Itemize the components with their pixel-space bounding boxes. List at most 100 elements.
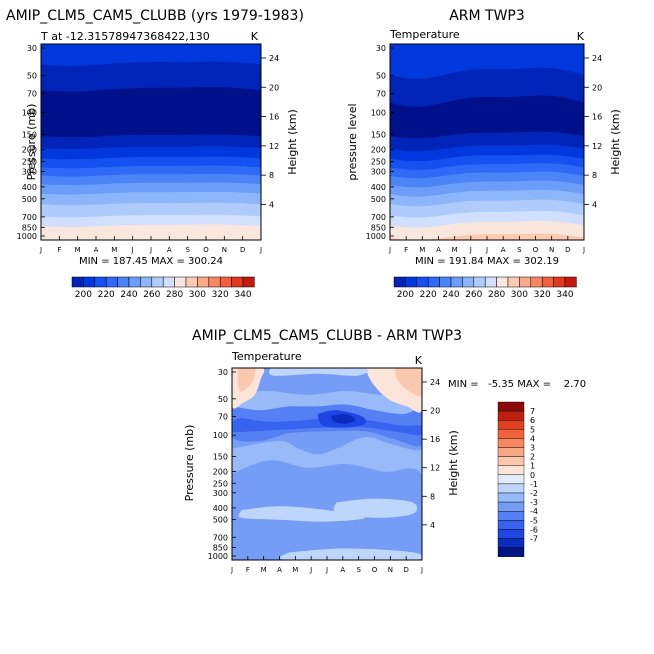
month-tick-label: J xyxy=(39,246,42,254)
height-tick-label: 4 xyxy=(430,521,435,530)
month-tick-label: F xyxy=(57,246,61,254)
pressure-tick-label: 100 xyxy=(22,109,37,118)
height-tick-label: 20 xyxy=(592,83,602,92)
pressure-tick-label: 70 xyxy=(218,412,228,421)
colorbar-swatch xyxy=(473,276,486,288)
panel-diff-height-ticks: 24 20 16 12 8 4 xyxy=(422,378,440,530)
colorbar-swatch xyxy=(71,276,84,288)
month-tick-label: A xyxy=(167,246,172,254)
pressure-tick-label: 100 xyxy=(213,431,228,440)
colorbar-swatch xyxy=(83,276,96,288)
diff-colorbar-swatch xyxy=(497,474,525,485)
diff-colorbar-swatch xyxy=(497,501,525,512)
month-tick-label: M xyxy=(261,566,267,574)
pressure-tick-label: 500 xyxy=(213,516,228,525)
height-tick-label: 16 xyxy=(269,113,279,122)
panel-model: AMIP_CLM5_CAM5_CLUBB (yrs 1979-1983) T a… xyxy=(6,8,304,300)
colorbar-swatch xyxy=(94,276,107,288)
diff-colorbar-label: 5 xyxy=(530,425,535,434)
colorbar-label: 200 xyxy=(397,290,414,300)
diff-colorbar-label: 2 xyxy=(530,453,535,462)
diff-colorbar-label: 7 xyxy=(530,407,535,416)
colorbar-swatch xyxy=(185,276,198,288)
height-tick-label: 20 xyxy=(430,407,440,416)
colorbar-swatch xyxy=(519,276,532,288)
diff-colorbar-swatch xyxy=(497,456,525,466)
pressure-tick-label: 300 xyxy=(22,167,37,176)
month-tick-label: J xyxy=(325,566,328,574)
colorbar-swatch xyxy=(117,276,130,288)
diff-colorbar-swatch xyxy=(497,483,525,494)
colorbar-label: 300 xyxy=(511,290,528,300)
panel-model-y2label: Height (km) xyxy=(286,109,299,175)
month-tick-label: N xyxy=(222,246,227,254)
colorbar-label: 280 xyxy=(488,290,505,300)
colorbar-swatch xyxy=(231,276,244,288)
month-tick-label: D xyxy=(403,566,408,574)
pressure-tick-label: 150 xyxy=(371,130,386,139)
diff-band-cold-4 xyxy=(330,413,356,424)
month-tick-label: A xyxy=(436,246,441,254)
pressure-tick-label: 500 xyxy=(371,195,386,204)
panel-obs-subtitle: Temperature xyxy=(389,28,460,41)
pressure-tick-label: 30 xyxy=(27,44,37,53)
diff-band-warm-left-2 xyxy=(237,368,256,392)
colorbar-swatch xyxy=(174,276,187,288)
diff-colorbar-swatch xyxy=(497,511,525,521)
colorbar-swatch xyxy=(128,276,141,288)
pressure-tick-label: 400 xyxy=(371,183,386,192)
month-tick-label: M xyxy=(419,246,425,254)
panel-model-stats: MIN = 187.45 MAX = 300.24 xyxy=(79,256,223,267)
month-tick-label: O xyxy=(203,246,209,254)
height-tick-label: 12 xyxy=(592,142,602,151)
height-tick-label: 20 xyxy=(269,83,279,92)
month-tick-label: O xyxy=(533,246,539,254)
pressure-tick-label: 150 xyxy=(22,130,37,139)
height-tick-label: 4 xyxy=(592,200,597,209)
diff-colorbar-label: 0 xyxy=(530,471,535,480)
colorbar-swatch xyxy=(162,276,175,288)
month-tick-label: A xyxy=(94,246,99,254)
panel-model-units: K xyxy=(251,30,259,43)
panel-model-subtitle: T at -12.31578947368422,130 xyxy=(40,30,210,43)
diff-colorbar-swatch xyxy=(497,492,525,503)
panel-diff: AMIP_CLM5_CAM5_CLUBB - ARM TWP3 Temperat… xyxy=(183,328,586,574)
pressure-tick-label: 1000 xyxy=(17,232,37,241)
height-tick-label: 4 xyxy=(269,200,274,209)
colorbar-swatch xyxy=(208,276,221,288)
pressure-tick-label: 300 xyxy=(213,489,228,498)
pressure-tick-label: 50 xyxy=(218,395,228,404)
colorbar-swatch xyxy=(393,276,406,288)
diff-band-lower xyxy=(232,460,422,560)
panel-diff-units: K xyxy=(415,354,423,367)
month-tick-label: A xyxy=(501,246,506,254)
pressure-tick-label: 700 xyxy=(22,213,37,222)
diff-colorbar-label: -2 xyxy=(530,489,538,498)
pressure-tick-label: 400 xyxy=(213,504,228,513)
colorbar-swatch xyxy=(105,276,118,288)
diff-colorbar-label: -6 xyxy=(530,525,538,534)
pressure-tick-label: 400 xyxy=(22,183,37,192)
colorbar-label: 200 xyxy=(75,290,92,300)
colorbar-swatch xyxy=(427,276,440,288)
panel-obs-colorbar: 200 220 240 260 280 300 320 340 xyxy=(393,276,577,300)
diff-band-warm-right-2 xyxy=(395,368,422,397)
colorbar-swatch xyxy=(530,276,543,288)
panel-obs: ARM TWP3 Temperature K 30 50 70 100 150 200 25… xyxy=(346,8,622,300)
month-tick-label: J xyxy=(131,246,134,254)
colorbar-swatch xyxy=(507,276,520,288)
panel-diff-ylabel: Pressure (mb) xyxy=(183,425,196,502)
diff-colorbar-swatch xyxy=(497,420,525,430)
diff-colorbar-label: 1 xyxy=(530,462,535,471)
month-tick-label: J xyxy=(420,566,423,574)
panel-obs-stats: MIN = 191.84 MAX = 302.19 xyxy=(415,256,559,267)
height-tick-label: 24 xyxy=(269,54,279,63)
colorbar-label: 240 xyxy=(442,290,459,300)
colorbar-swatch xyxy=(197,276,210,288)
panel-obs-contours xyxy=(390,44,584,240)
month-tick-label: D xyxy=(565,246,570,254)
contour-band-upper xyxy=(41,44,261,66)
colorbar-label: 340 xyxy=(234,290,251,300)
